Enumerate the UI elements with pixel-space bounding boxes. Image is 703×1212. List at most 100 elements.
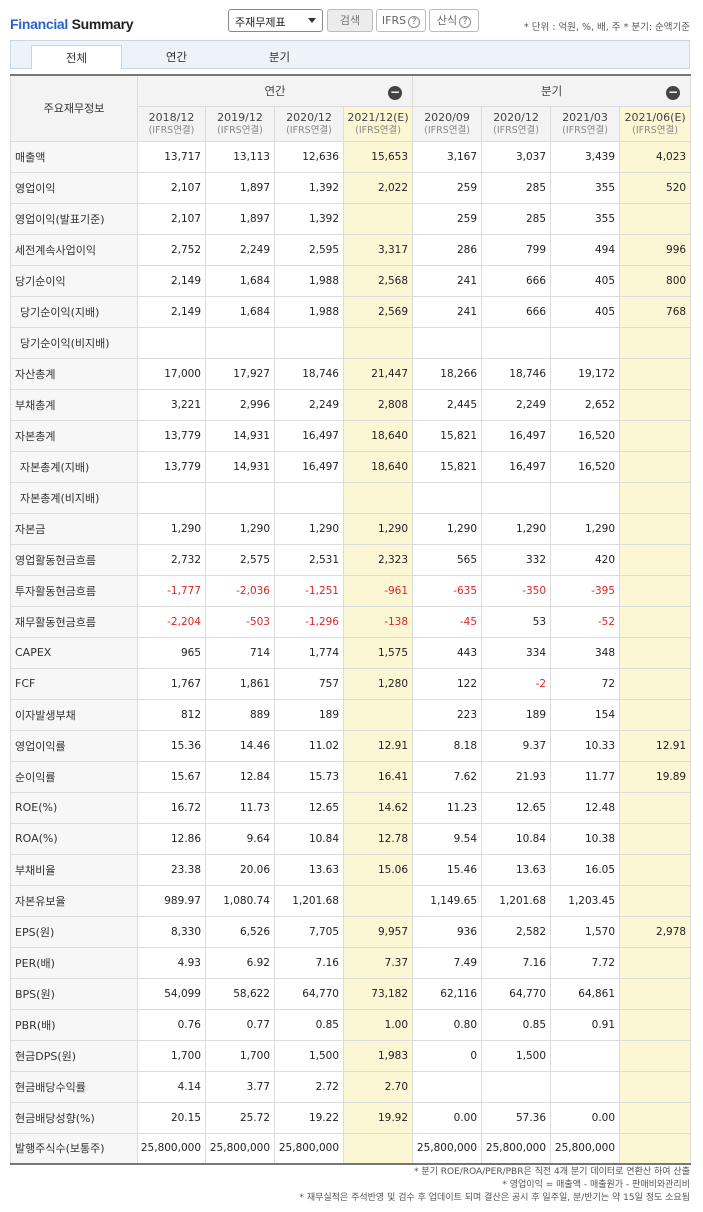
table-row: 자본금 1,290 1,290 1,290 1,290 1,290 1,290 1,290 [10,512,692,545]
column-period: 2021/12(E) [347,110,409,124]
table-cell: 9.54 [412,822,483,855]
table-cell: 2,582 [481,915,552,948]
row-label: 당기순이익(비지배) [10,326,138,359]
collapse-annual-icon[interactable]: − [388,85,403,100]
table-cell: 1,392 [274,202,344,235]
table-cell: 799 [481,233,552,266]
table-cell: 16,497 [481,450,552,483]
table-cell: -503 [205,605,275,638]
table-cell: 714 [205,636,275,669]
table-cell: 6.92 [205,946,275,979]
row-label: PER(배) [10,946,138,979]
row-label: 자본총계 [10,419,138,452]
table-cell: 1,290 [274,512,344,545]
table-cell: 355 [550,202,621,235]
table-cell: 19.92 [342,1101,414,1134]
table-cell: 12.91 [619,729,692,762]
collapse-quarter-icon[interactable]: − [666,85,681,100]
table-cell: 10.33 [550,729,621,762]
table-cell [619,450,692,483]
row-label: 자본총계(비지배) [10,481,138,514]
column-header: 2020/12 (IFRS연결) [481,105,552,142]
table-row: 부채총계 3,221 2,996 2,249 2,808 2,445 2,249 2,652 [10,388,692,421]
table-cell: 2,249 [481,388,552,421]
table-row: 당기순이익(비지배) [10,326,692,359]
row-label: ROA(%) [10,822,138,855]
row-label: 현금DPS(원) [10,1039,138,1072]
table-cell: 1,149.65 [412,884,483,917]
table-cell [412,1070,483,1103]
table-row: EPS(원) 8,330 6,526 7,705 9,957 936 2,582 1,570 2… [10,915,692,948]
table-cell: 241 [412,264,483,297]
ifrs-help-button[interactable]: IFRS? [376,9,426,32]
table-cell: 12.48 [550,791,621,824]
tab-quarterly[interactable]: 분기 [268,50,291,64]
table-row: CAPEX 965 714 1,774 1,575 443 334 348 [10,636,692,669]
column-period: 2020/12 [286,110,332,124]
table-cell: 9,957 [342,915,414,948]
table-cell: 18,640 [342,419,414,452]
row-label: 현금배당수익률 [10,1070,138,1103]
row-label: 자산총계 [10,357,138,390]
table-cell: 1,570 [550,915,621,948]
tab-all[interactable]: 전체 [31,45,122,70]
table-cell: 10.84 [274,822,344,855]
table-cell: 21,447 [342,357,414,390]
row-label: 현금배당성향(%) [10,1101,138,1134]
table-cell: 16.05 [550,853,621,886]
table-cell [342,202,414,235]
table-cell: 1,290 [205,512,275,545]
table-cell: 800 [619,264,692,297]
table-cell: 64,770 [481,977,552,1010]
table-row: 현금배당성향(%) 20.15 25.72 19.22 19.92 0.00 57.36 0.… [10,1101,692,1134]
table-cell: 285 [481,171,552,204]
footnote: * 재무실적은 주석반영 및 검수 후 업데이트 되며 결산은 공시 후 일주일… [299,1193,690,1203]
table-body: 매출액 13,717 13,113 12,636 15,653 3,167 3,037 3,4… [10,140,692,1165]
table-cell: 1,290 [137,512,206,545]
table-cell: 936 [412,915,483,948]
table-cell: 54,099 [137,977,206,1010]
table-cell: 889 [205,698,275,731]
table-row: 영업이익률 15.36 14.46 11.02 12.91 8.18 9.37 10.33 12… [10,729,692,762]
search-button[interactable]: 검색 [327,9,373,32]
table-cell: 25,800,000 [481,1132,552,1165]
table-cell: -2,036 [205,574,275,607]
table-cell: 122 [412,667,483,700]
table-cell: 2,732 [137,543,206,576]
table-cell: 23.38 [137,853,206,886]
table-row: 자본유보율 989.97 1,080.74 1,201.68 1,149.65 1,201… [10,884,692,917]
table-row: 순이익률 15.67 12.84 15.73 16.41 7.62 21.93 11.77 19… [10,760,692,793]
table-cell: 15.06 [342,853,414,886]
table-cell: 21.93 [481,760,552,793]
table-cell [619,357,692,390]
table-cell [619,388,692,421]
table-cell: -395 [550,574,621,607]
table-cell: 9.64 [205,822,275,855]
table-cell: 1,392 [274,171,344,204]
table-cell: 25,800,000 [550,1132,621,1165]
table-cell: 11.02 [274,729,344,762]
statement-type-select[interactable]: 주재무제표 [228,9,323,32]
row-label: 매출액 [10,140,138,173]
table-cell: 1,767 [137,667,206,700]
row-label: 세전계속사업이익 [10,233,138,266]
table-cell: 2,568 [342,264,414,297]
row-label: EPS(원) [10,915,138,948]
table-cell: 62,116 [412,977,483,1010]
table-row: BPS(원) 54,099 58,622 64,770 73,182 62,116 64,7… [10,977,692,1010]
row-label: 부채비율 [10,853,138,886]
table-row: PER(배) 4.93 6.92 7.16 7.37 7.49 7.16 7.72 [10,946,692,979]
table-cell: -1,251 [274,574,344,607]
tab-annual[interactable]: 연간 [165,50,188,64]
table-cell: 12,636 [274,140,344,173]
table-cell [342,884,414,917]
formula-help-button[interactable]: 산식? [429,9,479,32]
table-row: 매출액 13,717 13,113 12,636 15,653 3,167 3,037 3,4… [10,140,692,173]
table-cell: -2,204 [137,605,206,638]
table-cell: 1,500 [274,1039,344,1072]
table-cell: 12.65 [481,791,552,824]
column-basis: (IFRS연결) [217,124,263,136]
table-cell: 1,684 [205,264,275,297]
table-cell [619,419,692,452]
table-cell: 2,531 [274,543,344,576]
